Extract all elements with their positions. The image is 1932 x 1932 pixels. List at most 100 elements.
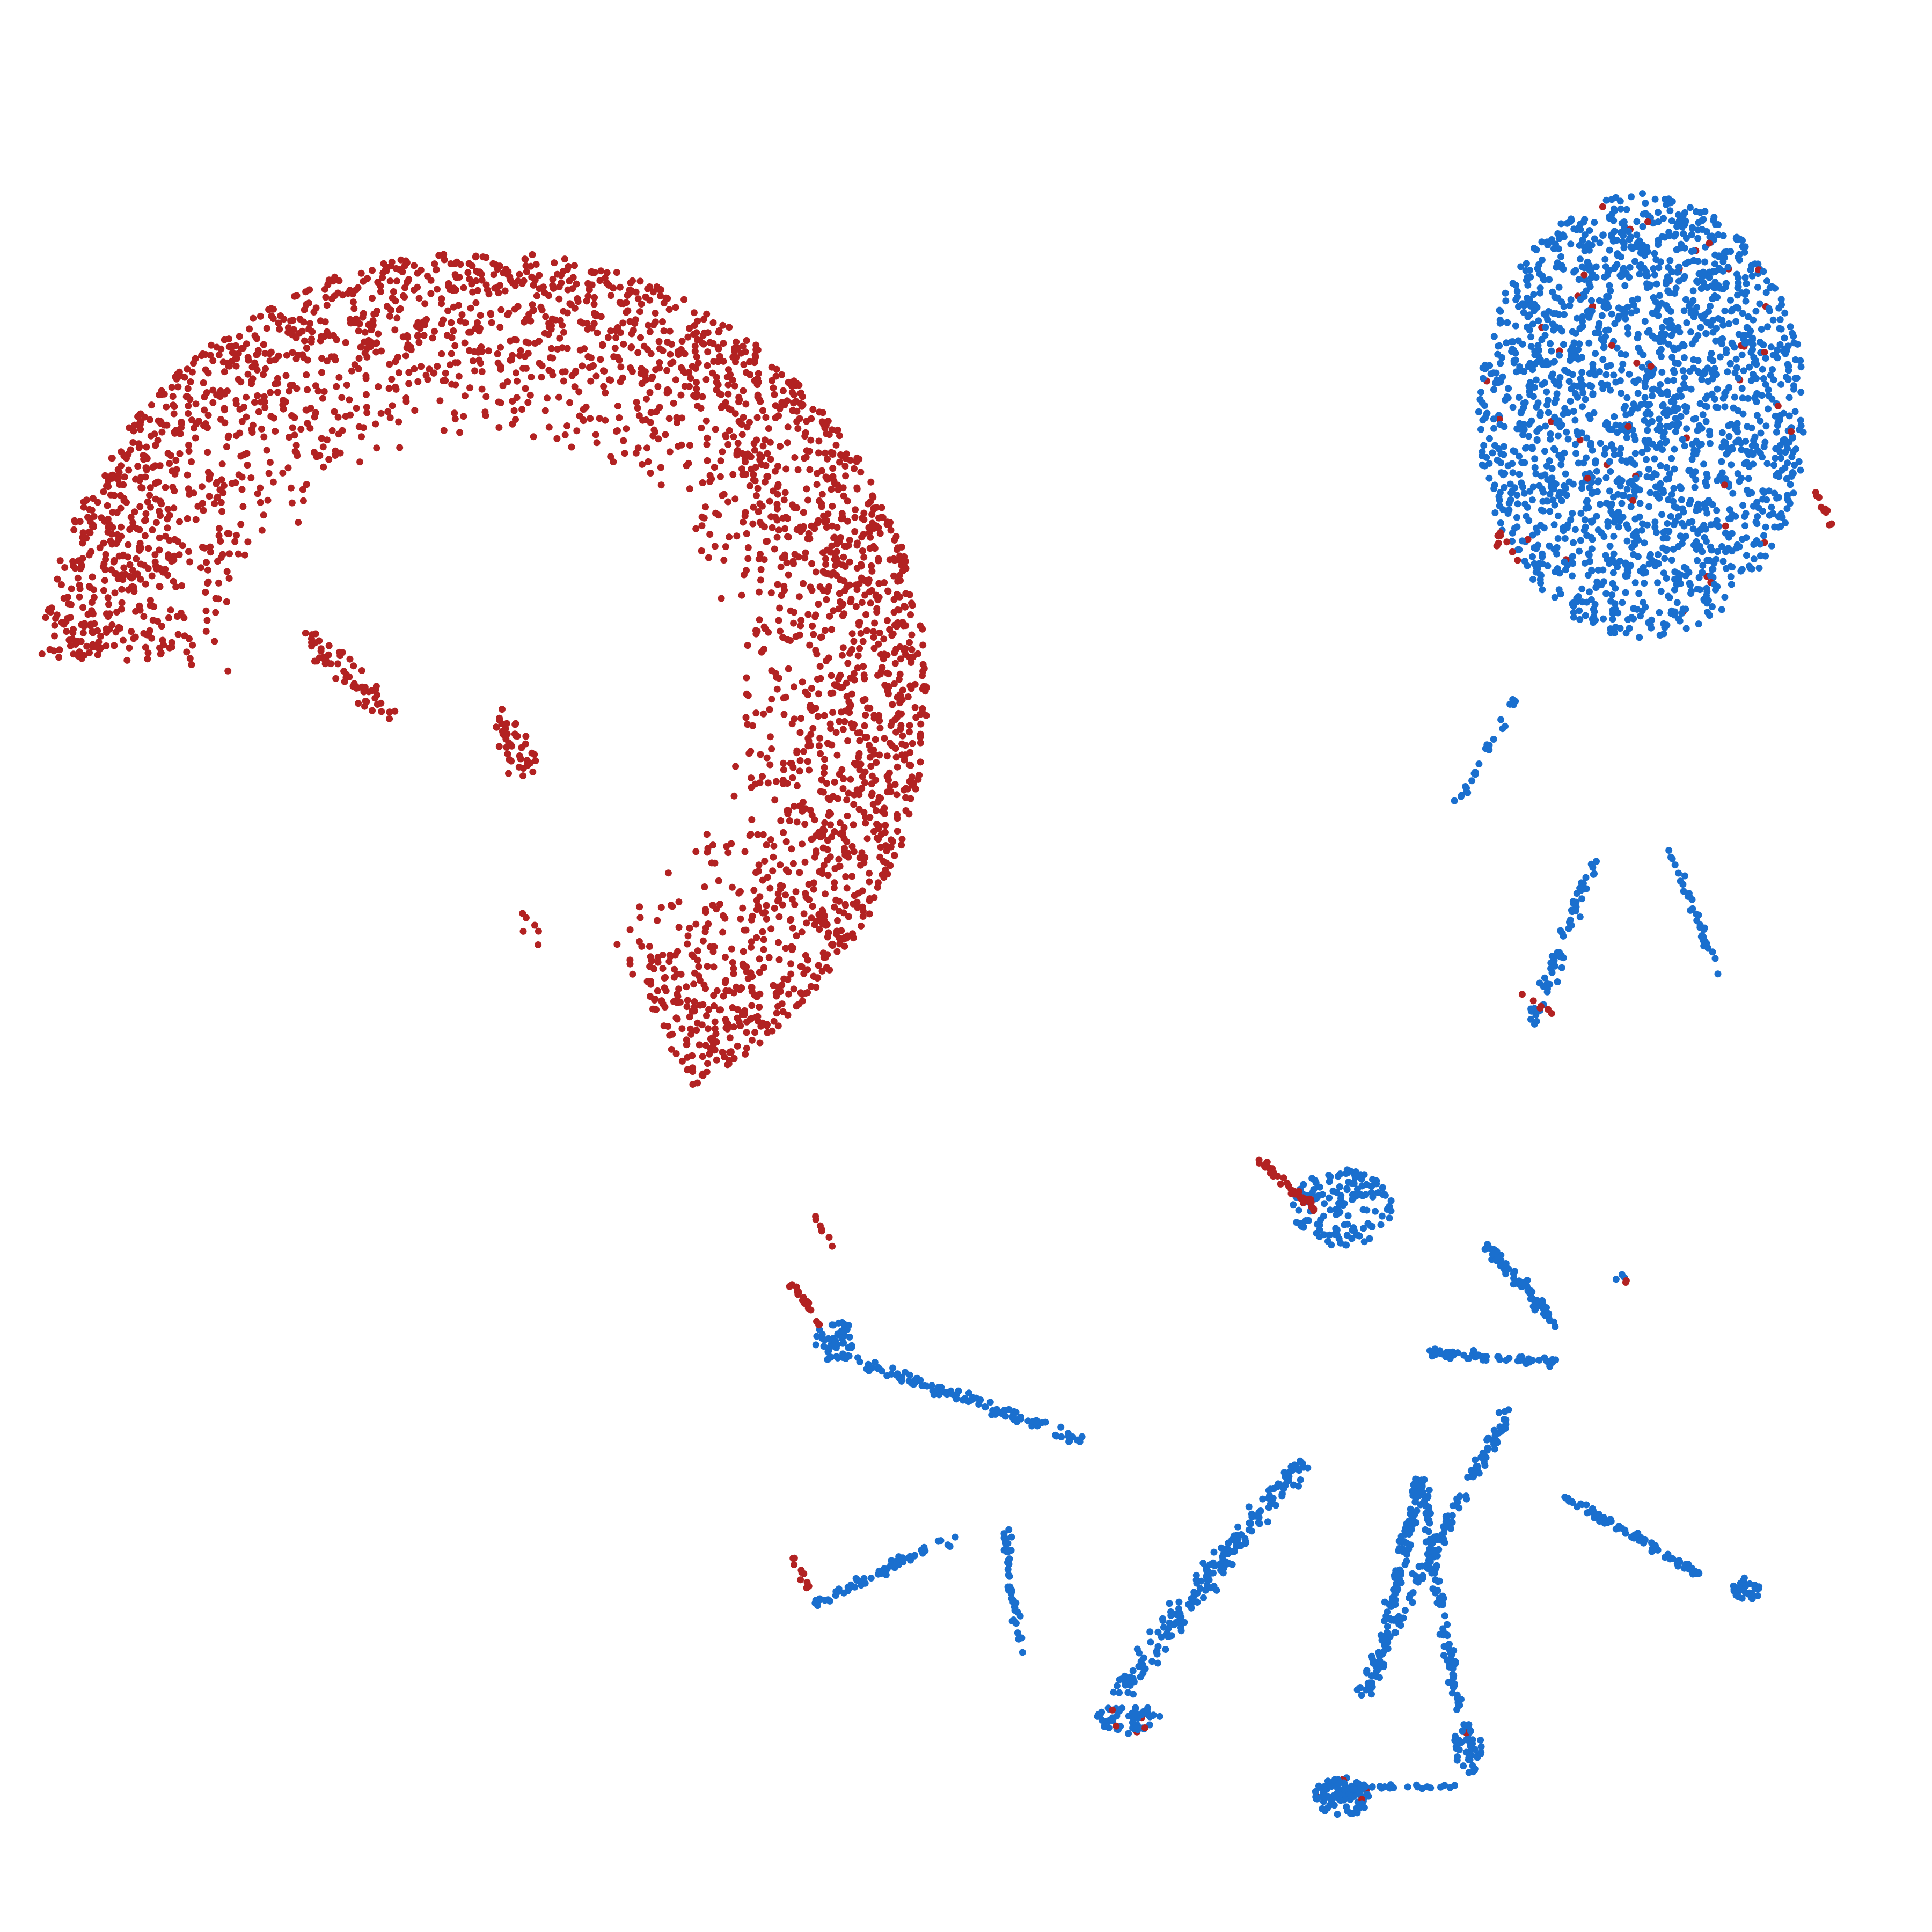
point-red — [859, 903, 866, 911]
point-red — [485, 290, 493, 298]
point-blue — [1534, 565, 1541, 573]
point-red — [96, 544, 104, 552]
point-red — [519, 765, 527, 772]
point-blue — [1639, 223, 1646, 230]
point-red — [646, 943, 653, 950]
point-blue — [1688, 231, 1695, 238]
point-blue — [1614, 429, 1621, 436]
point-red — [813, 470, 821, 477]
point-blue — [1657, 381, 1664, 388]
point-red — [735, 889, 743, 897]
point-red — [103, 642, 110, 649]
point-blue — [1682, 625, 1690, 632]
point-blue — [1631, 258, 1638, 265]
point-red — [203, 559, 210, 566]
point-blue — [1642, 603, 1649, 611]
point-red — [243, 450, 251, 457]
point-blue — [1524, 562, 1531, 569]
point-red — [305, 299, 312, 307]
point-blue — [1592, 274, 1600, 281]
point-red — [51, 632, 58, 640]
point-blue — [1767, 343, 1775, 351]
point-red — [123, 656, 131, 664]
point-red — [740, 948, 747, 955]
point-red — [457, 317, 464, 325]
point-red — [798, 928, 806, 936]
point-red — [742, 509, 749, 516]
point-red — [157, 418, 164, 425]
point-blue — [1610, 550, 1618, 558]
point-blue — [1665, 475, 1672, 482]
point-red — [866, 869, 873, 877]
point-blue — [1701, 258, 1709, 266]
point-red — [235, 471, 243, 479]
point-blue — [1681, 374, 1688, 381]
point-blue — [1710, 268, 1717, 275]
point-red — [186, 558, 194, 566]
point-red — [866, 705, 874, 712]
point-blue — [1582, 874, 1590, 881]
point-blue — [1675, 615, 1682, 623]
point-red — [247, 474, 255, 481]
point-blue — [1681, 273, 1688, 280]
point-blue — [1624, 616, 1631, 623]
point-blue — [1698, 284, 1706, 292]
point-red — [237, 521, 245, 528]
point-blue — [1790, 333, 1797, 340]
point-blue — [1615, 523, 1622, 531]
point-red — [788, 720, 796, 728]
point-red — [1706, 239, 1713, 247]
point-red — [867, 599, 874, 607]
point-red — [50, 647, 57, 655]
point-red — [430, 369, 437, 377]
point-red — [325, 276, 333, 284]
point-red — [899, 686, 906, 694]
point-blue — [1601, 255, 1609, 263]
point-blue — [1509, 469, 1517, 477]
point-blue — [1620, 239, 1628, 247]
point-red — [759, 928, 766, 935]
point-red — [170, 577, 177, 585]
point-red — [898, 841, 905, 849]
point-red — [88, 628, 96, 635]
point-red — [716, 473, 724, 480]
point-red — [856, 737, 863, 744]
point-red — [853, 484, 861, 492]
point-red — [512, 720, 519, 727]
point-blue — [1680, 354, 1688, 361]
point-red — [224, 530, 231, 537]
point-red — [465, 328, 473, 336]
point-blue — [1490, 333, 1498, 340]
point-red — [719, 448, 726, 456]
point-blue — [1683, 425, 1690, 433]
point-red — [377, 409, 385, 417]
point-blue — [1765, 405, 1772, 413]
point-red — [267, 389, 274, 396]
point-red — [601, 274, 609, 282]
point-red — [777, 861, 784, 869]
point-red — [757, 576, 764, 584]
point-red — [246, 325, 253, 333]
point-red — [79, 539, 86, 547]
point-blue — [1759, 487, 1767, 495]
point-red — [706, 531, 714, 538]
point-blue — [1668, 455, 1675, 462]
point-blue — [1689, 225, 1696, 232]
point-blue — [1485, 460, 1493, 467]
point-blue — [1792, 445, 1799, 453]
point-red — [861, 734, 869, 741]
point-blue — [1596, 239, 1604, 247]
point-red — [800, 748, 807, 755]
point-blue — [1502, 297, 1510, 305]
point-blue — [1574, 314, 1580, 322]
point-red — [314, 387, 322, 395]
point-red — [186, 635, 193, 642]
point-red — [803, 485, 810, 493]
point-red — [251, 399, 258, 406]
point-red — [738, 431, 746, 438]
point-red — [384, 408, 392, 415]
point-red — [713, 1056, 720, 1064]
point-red — [1722, 522, 1729, 530]
point-blue — [1780, 409, 1787, 417]
point-red — [276, 325, 283, 333]
